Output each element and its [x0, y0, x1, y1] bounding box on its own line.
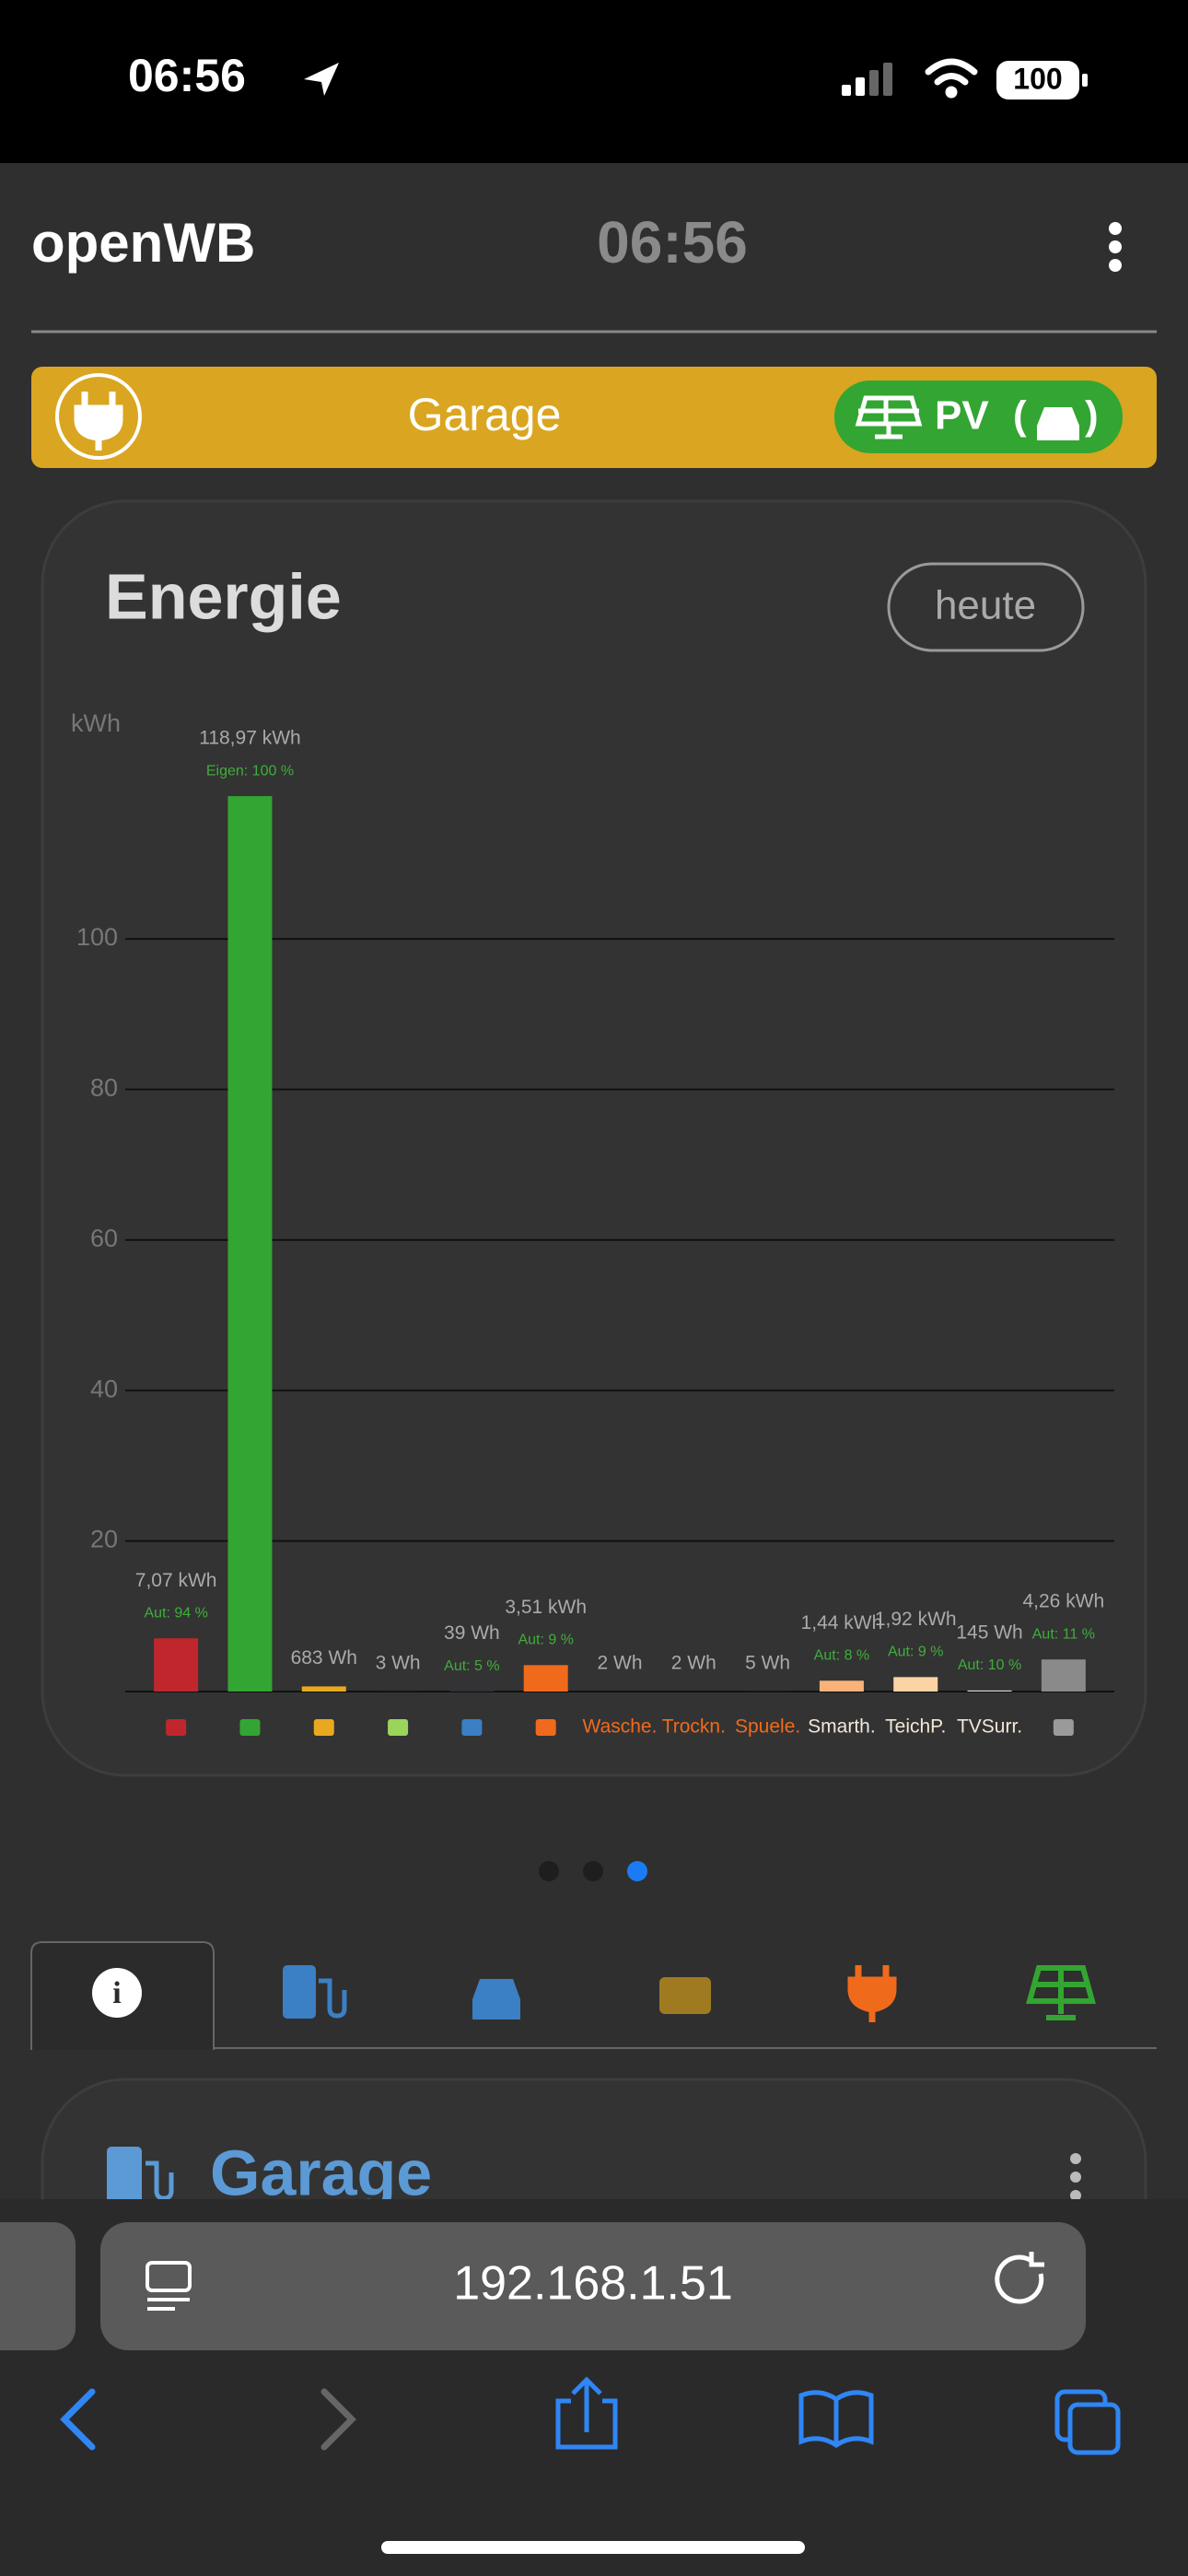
battery-tip	[1082, 74, 1088, 87]
y-tick-label: 20	[90, 1526, 118, 1553]
category-icon	[1053, 1719, 1074, 1736]
header-clock: 06:56	[597, 209, 748, 275]
value-label: 2 Wh	[671, 1653, 716, 1674]
value-label: 39 Wh	[444, 1622, 500, 1644]
plug-button[interactable]	[55, 373, 142, 460]
y-tick-label: 40	[90, 1375, 118, 1402]
signal-icon	[842, 63, 892, 96]
category-icon	[313, 1719, 334, 1736]
value-label: 7,07 kWh	[135, 1570, 217, 1591]
value-label: 1,44 kWh	[801, 1612, 883, 1633]
back-button[interactable]	[60, 2388, 96, 2451]
page-dot-active[interactable]	[627, 1861, 647, 1881]
category-icon	[239, 1719, 261, 1736]
bar-sublabel: Aut: 9 %	[518, 1633, 573, 1648]
x-tick-label: Trockn.	[662, 1716, 726, 1738]
tabs-button[interactable]	[1054, 2389, 1121, 2455]
page-dot[interactable]	[539, 1861, 559, 1881]
bar	[301, 1686, 346, 1692]
plug-tab-icon[interactable]	[847, 1965, 897, 2022]
station-card-title: Garage	[210, 2137, 432, 2208]
reload-icon[interactable]	[995, 2252, 1044, 2304]
value-label: 683 Wh	[291, 1647, 357, 1669]
bar	[819, 1680, 864, 1692]
x-tick-label: Wasche.	[583, 1716, 658, 1738]
category-icon	[535, 1719, 556, 1736]
value-label: 4,26 kWh	[1022, 1591, 1104, 1612]
bar	[893, 1677, 938, 1692]
bar	[523, 1665, 568, 1692]
y-axis-label: kWh	[71, 709, 121, 737]
bar	[154, 1638, 199, 1692]
bar-sublabel: Aut: 9 %	[888, 1645, 943, 1660]
charge-tab-icon[interactable]	[283, 1965, 347, 2019]
address-bar[interactable]	[100, 2222, 1086, 2350]
y-tick-label: 80	[90, 1074, 118, 1102]
battery-level: 100	[1013, 62, 1062, 95]
category-icon	[166, 1719, 187, 1736]
solar-icon	[855, 395, 923, 439]
bar-sublabel: Aut: 5 %	[444, 1658, 499, 1674]
previous-tab[interactable]	[0, 2222, 76, 2350]
bar-sublabel: Aut: 94 %	[144, 1605, 207, 1621]
location-icon	[304, 63, 339, 96]
info-tab-icon[interactable]	[92, 1968, 142, 2018]
y-tick-label: 100	[76, 923, 118, 951]
battery-icon	[996, 61, 1079, 100]
x-tick-label: TVSurr.	[957, 1716, 1022, 1738]
menu-button[interactable]	[1109, 222, 1122, 272]
energy-chart: 20 40 60 80 100 Aut: 94 % 7,07 kWh Eigen: 100 %…	[76, 728, 1114, 1738]
forward-button[interactable]	[320, 2388, 356, 2451]
value-label: 118,97 kWh	[199, 728, 301, 749]
paren-open: (	[1013, 393, 1027, 439]
solar-tab-icon[interactable]	[1026, 1965, 1096, 2020]
range-label: heute	[935, 583, 1036, 628]
url: 192.168.1.51	[453, 2257, 733, 2311]
wifi-icon	[925, 58, 978, 99]
value-label: 1,92 kWh	[875, 1609, 957, 1630]
station-card-menu[interactable]	[1070, 2153, 1081, 2201]
category-icon	[388, 1719, 409, 1736]
app-title: openWB	[31, 212, 255, 274]
reader-icon[interactable]	[146, 2261, 192, 2311]
station-card-icon	[107, 2147, 174, 2204]
value-label: 2 Wh	[597, 1653, 642, 1674]
bar-sublabel: Aut: 8 %	[814, 1647, 869, 1663]
bar-sublabel: Aut: 11 %	[1032, 1626, 1095, 1642]
value-label: 145 Wh	[956, 1622, 1022, 1643]
home-indicator	[381, 2541, 805, 2554]
bar	[1041, 1659, 1086, 1692]
car-tab-icon[interactable]	[472, 1979, 520, 2020]
energy-card	[41, 499, 1147, 1777]
page-dot[interactable]	[583, 1861, 603, 1881]
card-title: Energie	[105, 560, 342, 632]
paren-close: )	[1085, 393, 1099, 439]
status-bar	[0, 0, 1188, 163]
info-glyph: i	[112, 1976, 121, 2010]
category-icon	[461, 1719, 483, 1736]
x-tick-label: Smarth.	[808, 1716, 876, 1738]
bar-sublabel: Eigen: 100 %	[206, 763, 294, 779]
bar	[967, 1690, 1012, 1692]
range-button[interactable]	[887, 562, 1085, 652]
value-label: 5 Wh	[745, 1653, 790, 1674]
value-label: 3 Wh	[376, 1653, 421, 1674]
value-label: 3,51 kWh	[505, 1597, 587, 1618]
x-tick-label: TeichP.	[885, 1716, 946, 1738]
bar	[227, 796, 273, 1692]
car-icon	[1037, 407, 1079, 440]
bookmarks-button[interactable]	[798, 2390, 874, 2449]
station-name: Garage	[408, 389, 562, 440]
status-time: 06:56	[128, 50, 246, 101]
mode-label: PV	[935, 393, 989, 439]
plug-icon	[74, 392, 123, 451]
bar-sublabel: Aut: 10 %	[958, 1657, 1021, 1673]
x-tick-label: Spuele.	[735, 1716, 800, 1738]
battery-tab-icon[interactable]	[659, 1977, 711, 2014]
share-button[interactable]	[555, 2376, 618, 2450]
y-tick-label: 60	[90, 1224, 118, 1252]
